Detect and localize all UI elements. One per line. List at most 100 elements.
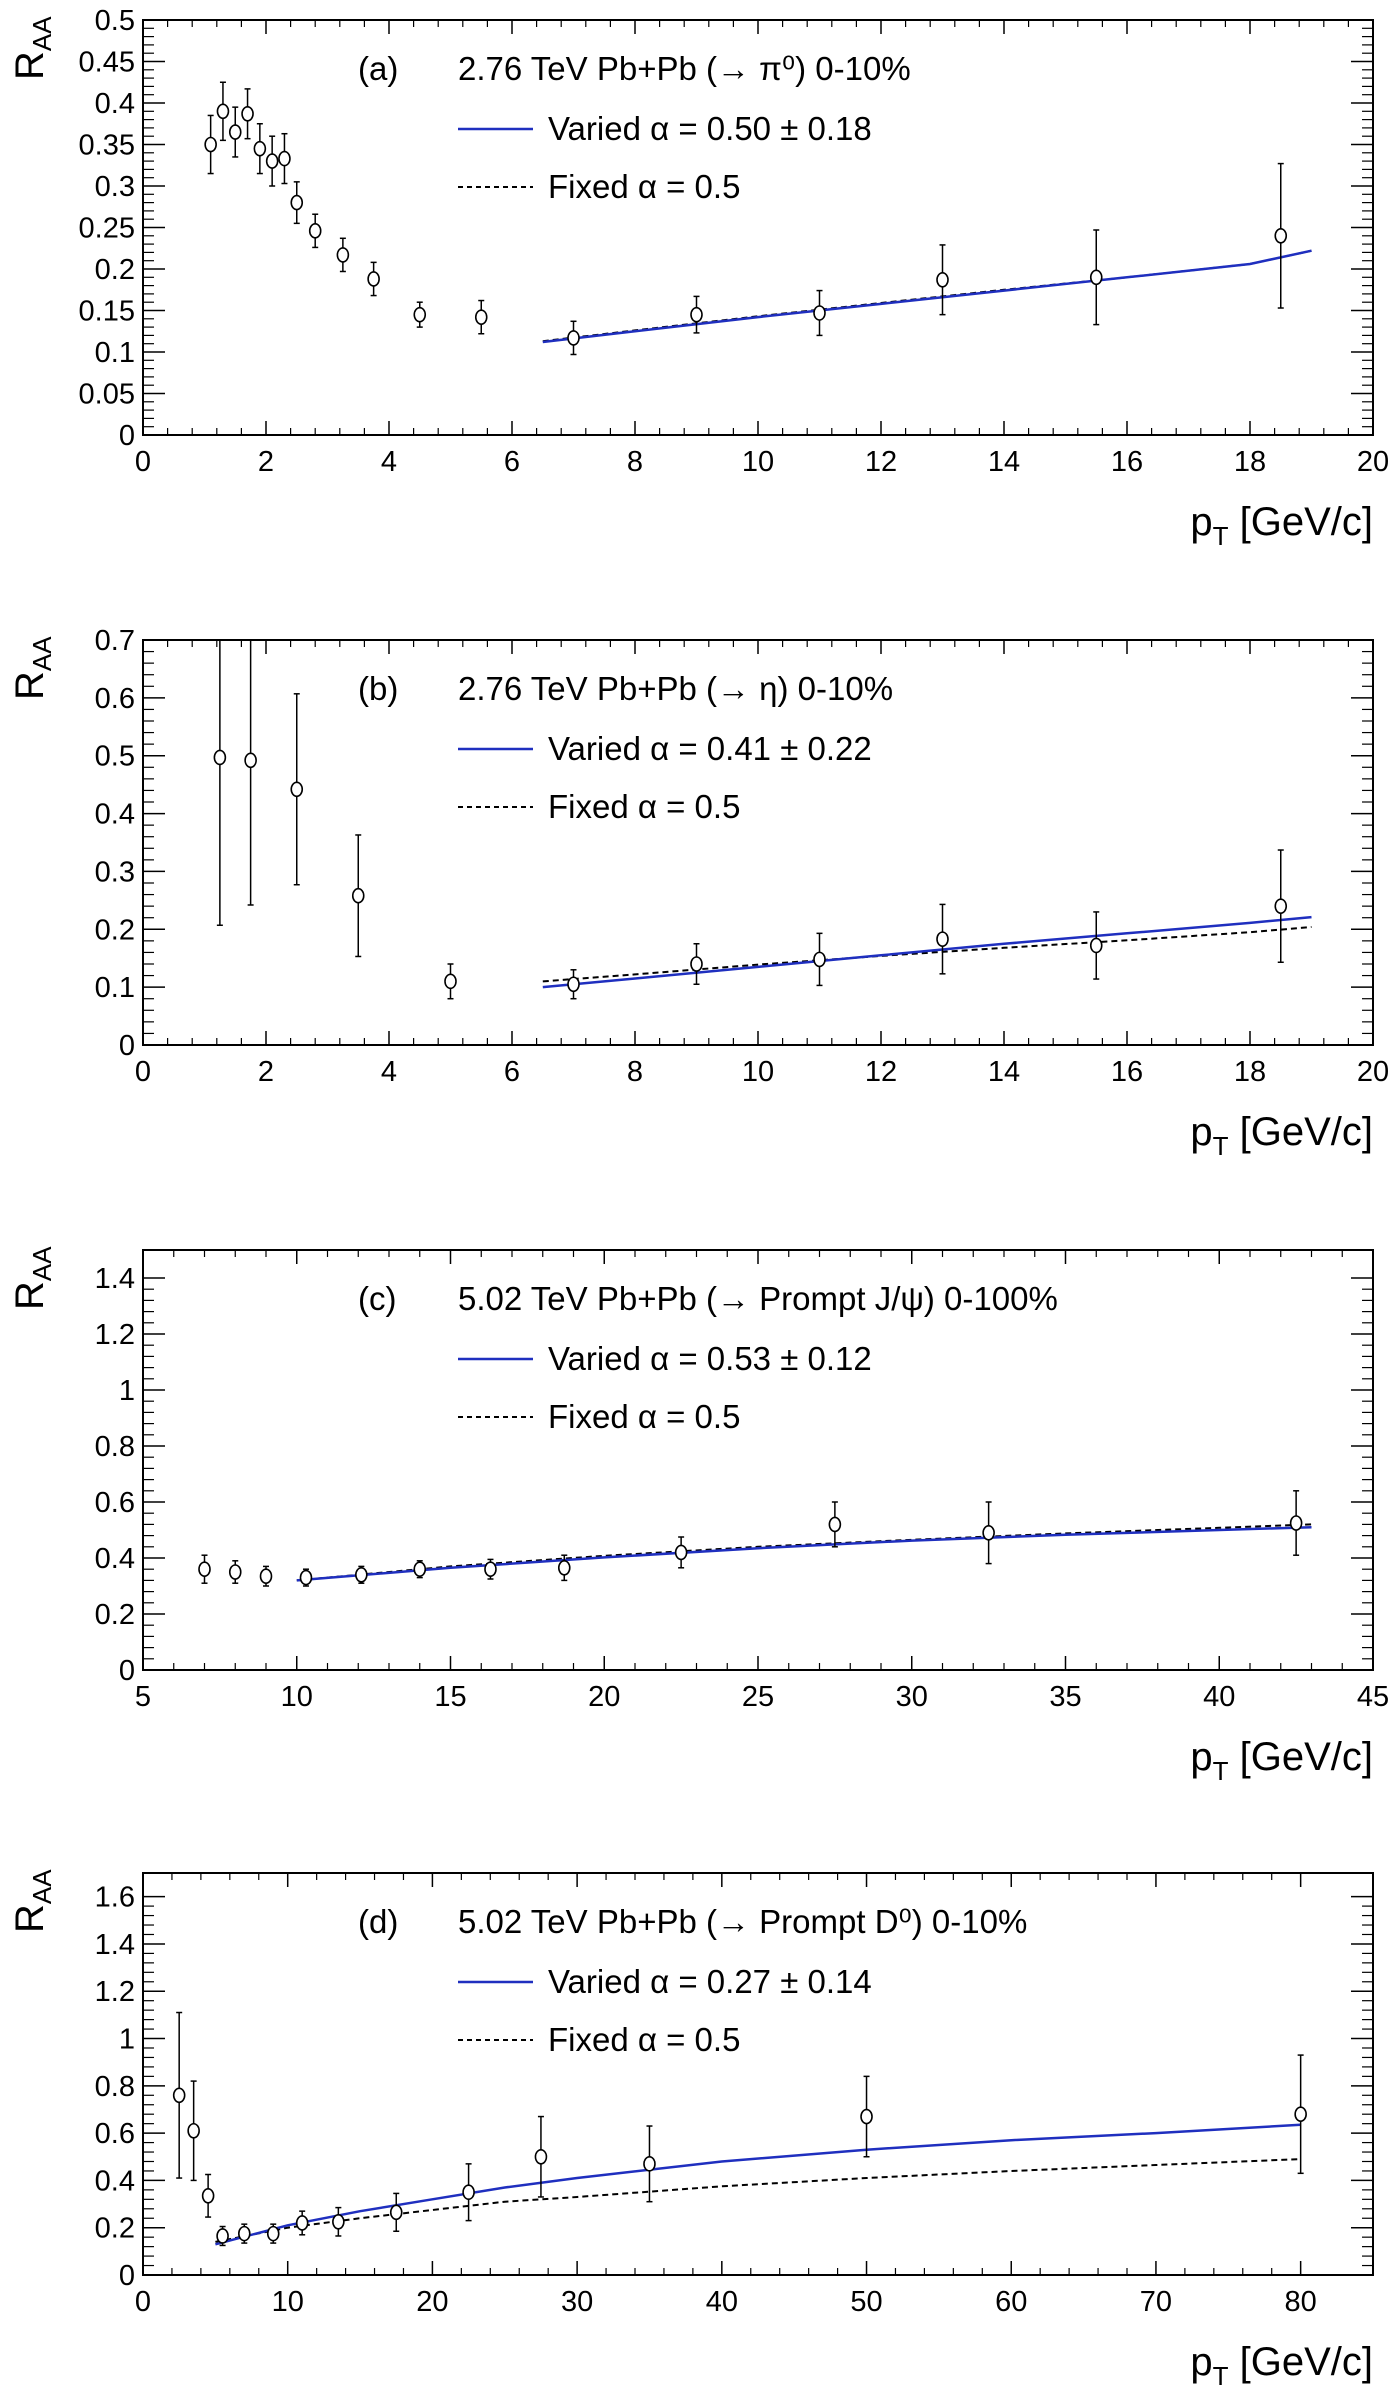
y-tick-label: 0.2 — [95, 1599, 135, 1631]
data-point — [444, 973, 457, 990]
data-point — [308, 223, 322, 239]
x-tick-label: 12 — [865, 1056, 897, 1088]
y-axis-label: RAA — [8, 636, 57, 700]
x-axis-label: pT [GeV/c] — [1190, 1110, 1373, 1161]
data-point — [201, 2187, 215, 2204]
y-tick-label: 0 — [119, 2260, 135, 2292]
y-tick-label: 0 — [119, 1655, 135, 1687]
data-point — [1294, 2106, 1307, 2122]
x-tick-label: 45 — [1357, 1681, 1389, 1713]
data-point — [674, 1544, 688, 1561]
varied-alpha-curve — [296, 1525, 1312, 1582]
x-tick-label: 35 — [1049, 1681, 1081, 1713]
x-tick-label: 70 — [1140, 2286, 1172, 2318]
y-tick-label: 0.2 — [95, 2213, 135, 2245]
x-tick-label: 0 — [135, 1056, 151, 1088]
data-point — [860, 2108, 873, 2125]
x-tick-label: 40 — [706, 2286, 738, 2318]
data-point — [266, 2225, 280, 2242]
data-point — [567, 330, 580, 346]
data-point — [1274, 228, 1288, 244]
data-point — [484, 1561, 497, 1577]
y-tick-label: 0.6 — [95, 683, 135, 715]
data-point — [290, 781, 304, 798]
y-tick-label: 0.7 — [95, 625, 135, 657]
data-point — [690, 306, 703, 323]
data-point — [216, 103, 230, 120]
x-tick-label: 4 — [381, 446, 397, 478]
data-point — [332, 2213, 345, 2230]
data-point — [336, 247, 350, 263]
x-tick-label: 4 — [381, 1056, 397, 1088]
y-tick-label: 0.3 — [95, 171, 135, 203]
y-tick-label: 0.15 — [79, 296, 135, 328]
legend-varied-label: Varied α = 0.53 ± 0.12 — [548, 1340, 872, 1377]
data-point — [244, 752, 257, 769]
data-point — [557, 1560, 571, 1576]
data-point — [241, 105, 254, 122]
y-tick-label: 0.25 — [79, 213, 135, 245]
data-point — [355, 1567, 368, 1583]
fixed-alpha-curve — [296, 1523, 1312, 1582]
y-tick-label: 0.5 — [95, 741, 135, 773]
y-tick-label: 0.1 — [95, 972, 135, 1004]
x-tick-label: 15 — [434, 1681, 466, 1713]
data-point — [290, 194, 304, 211]
data-point — [567, 976, 580, 993]
x-tick-label: 10 — [272, 2286, 304, 2318]
y-tick-label: 0.2 — [95, 254, 135, 286]
x-tick-label: 20 — [1357, 1056, 1389, 1088]
y-tick-label: 0.6 — [95, 2118, 135, 2150]
y-tick-label: 0.4 — [95, 2165, 135, 2197]
data-point — [187, 2122, 200, 2139]
chart-panel-4: 0 10 20 30 40 50 60 70 80 0 0.2 0.4 0.6 0.8 1 1.2 1.4 1.6… — [8, 1869, 1374, 2391]
x-tick-label: 8 — [627, 446, 643, 478]
y-tick-label: 0.45 — [79, 47, 135, 79]
data-point — [367, 271, 380, 287]
y-tick-label: 0.3 — [95, 856, 135, 888]
data-point — [690, 956, 703, 972]
y-tick-label: 1 — [119, 1375, 135, 1407]
data-point — [172, 2087, 186, 2104]
y-tick-label: 0.8 — [95, 1431, 135, 1463]
panel-label: (b) — [358, 670, 398, 707]
y-tick-label: 1.2 — [95, 1319, 135, 1351]
x-tick-label: 30 — [561, 2286, 593, 2318]
data-point — [253, 140, 267, 157]
y-tick-label: 0.4 — [95, 1543, 135, 1575]
x-tick-label: 25 — [742, 1681, 774, 1713]
data-point — [413, 1561, 427, 1577]
y-tick-label: 1.6 — [95, 1882, 135, 1914]
x-tick-label: 30 — [896, 1681, 928, 1713]
x-tick-label: 10 — [742, 446, 774, 478]
data-point — [1274, 898, 1288, 914]
x-tick-label: 0 — [135, 446, 151, 478]
x-tick-label: 5 — [135, 1681, 151, 1713]
data-point — [237, 2225, 251, 2242]
data-point — [198, 1561, 211, 1577]
x-tick-label: 14 — [988, 1056, 1020, 1088]
y-tick-label: 0.35 — [79, 130, 135, 162]
panel-title: 5.02 TeV Pb+Pb (→ Prompt D⁰) 0-10% — [458, 1903, 1027, 1940]
data-point — [936, 271, 949, 288]
legend-fixed-label: Fixed α = 0.5 — [548, 1398, 740, 1435]
legend-fixed-label: Fixed α = 0.5 — [548, 168, 740, 205]
x-tick-label: 50 — [850, 2286, 882, 2318]
y-axis-label: RAA — [8, 1869, 57, 1933]
data-point — [534, 2148, 548, 2165]
data-point — [936, 931, 949, 947]
x-tick-label: 0 — [135, 2286, 151, 2318]
x-tick-label: 6 — [504, 1056, 520, 1088]
x-tick-label: 60 — [995, 2286, 1027, 2318]
data-point — [1089, 937, 1103, 954]
x-tick-label: 40 — [1203, 1681, 1235, 1713]
varied-alpha-curve — [215, 2123, 1301, 2246]
chart-panel-2: 0 2 4 6 8 10 12 14 16 18 20 0 0.1 0.2 0.3 0.4 0.5 0.6 0.7 R… — [8, 625, 1389, 1161]
data-point — [1089, 269, 1103, 286]
data-point — [813, 951, 826, 968]
y-tick-label: 0.6 — [95, 1487, 135, 1519]
fixed-alpha-curve — [542, 926, 1312, 983]
x-axis-label: pT [GeV/c] — [1190, 2340, 1373, 2391]
data-point — [474, 309, 488, 325]
